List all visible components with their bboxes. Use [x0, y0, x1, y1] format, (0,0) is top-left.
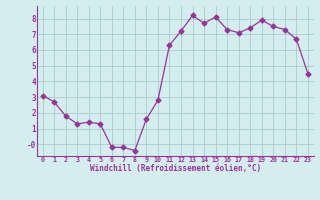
X-axis label: Windchill (Refroidissement éolien,°C): Windchill (Refroidissement éolien,°C) [90, 164, 261, 173]
